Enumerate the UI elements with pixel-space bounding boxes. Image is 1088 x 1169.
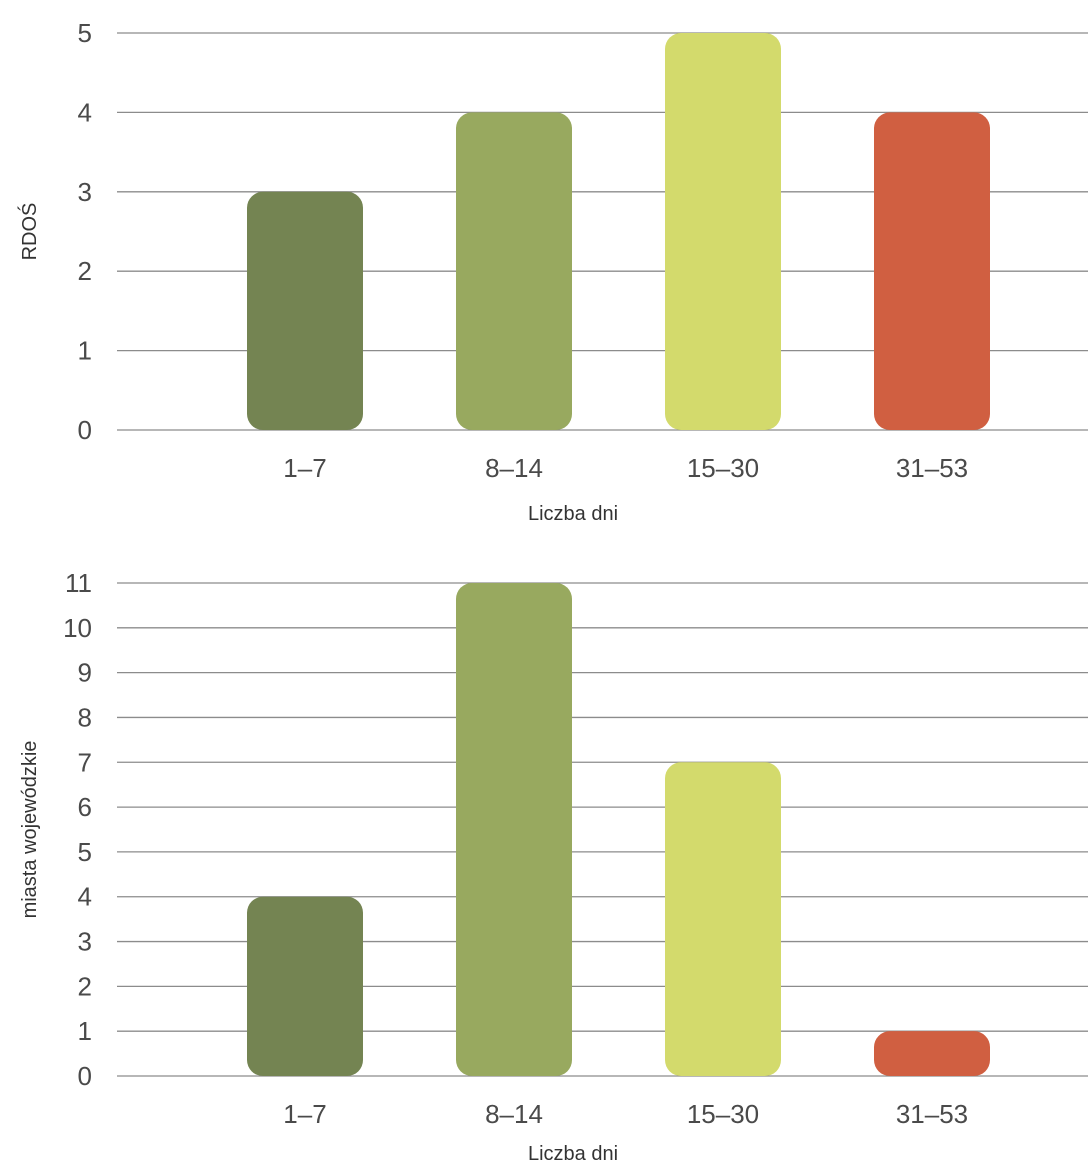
x-axis-label: Liczba dni bbox=[528, 503, 618, 525]
y-axis-label: RDOŚ bbox=[17, 203, 41, 261]
chart-2: 0 1 2 3 4 5 6 7 8 9 10 11 1–7 8–14 15–30 31–53 Liczba dn… bbox=[19, 568, 1088, 1165]
y-tick-label: 6 bbox=[78, 792, 92, 822]
y-tick-label: 2 bbox=[78, 256, 92, 286]
y-tick-label: 5 bbox=[78, 18, 92, 48]
y-tick-label: 2 bbox=[78, 971, 92, 1001]
y-tick-label: 10 bbox=[63, 613, 92, 643]
bar-1–7 bbox=[247, 896, 363, 1076]
bar-15–30 bbox=[665, 762, 781, 1076]
bar-31–53 bbox=[874, 1031, 990, 1076]
y-tick-label: 4 bbox=[78, 97, 92, 127]
x-tick-label: 15–30 bbox=[687, 1099, 759, 1129]
y-tick-label: 8 bbox=[78, 702, 92, 732]
y-tick-label: 7 bbox=[78, 747, 92, 777]
x-axis-label: Liczba dni bbox=[528, 1143, 618, 1165]
x-tick-label: 31–53 bbox=[896, 453, 968, 483]
chart-1: 0 1 2 3 4 5 1–7 8–14 15–30 31–53 Liczba dni RDOŚ bbox=[17, 18, 1088, 525]
bar-8–14 bbox=[456, 112, 572, 431]
x-tick-label: 8–14 bbox=[485, 1099, 543, 1129]
bar-31–53 bbox=[874, 112, 990, 431]
x-tick-label: 15–30 bbox=[687, 453, 759, 483]
x-tick-label: 1–7 bbox=[283, 453, 326, 483]
y-tick-label: 9 bbox=[78, 658, 92, 688]
y-tick-label: 3 bbox=[78, 927, 92, 957]
bar-15–30 bbox=[665, 33, 781, 430]
y-axis-label: miasta wojewódzkie bbox=[19, 741, 41, 919]
x-tick-label: 31–53 bbox=[896, 1099, 968, 1129]
y-tick-label: 3 bbox=[78, 177, 92, 207]
y-tick-label: 5 bbox=[78, 837, 92, 867]
bar-1–7 bbox=[247, 191, 363, 430]
y-tick-label: 0 bbox=[78, 1061, 92, 1091]
y-tick-label: 4 bbox=[78, 882, 92, 912]
x-tick-label: 1–7 bbox=[283, 1099, 326, 1129]
y-tick-label: 11 bbox=[65, 568, 92, 598]
x-tick-label: 8–14 bbox=[485, 453, 543, 483]
y-tick-label: 1 bbox=[78, 1016, 92, 1046]
y-tick-label: 0 bbox=[78, 415, 92, 445]
bar-8–14 bbox=[456, 583, 572, 1076]
y-tick-label: 1 bbox=[78, 336, 92, 366]
